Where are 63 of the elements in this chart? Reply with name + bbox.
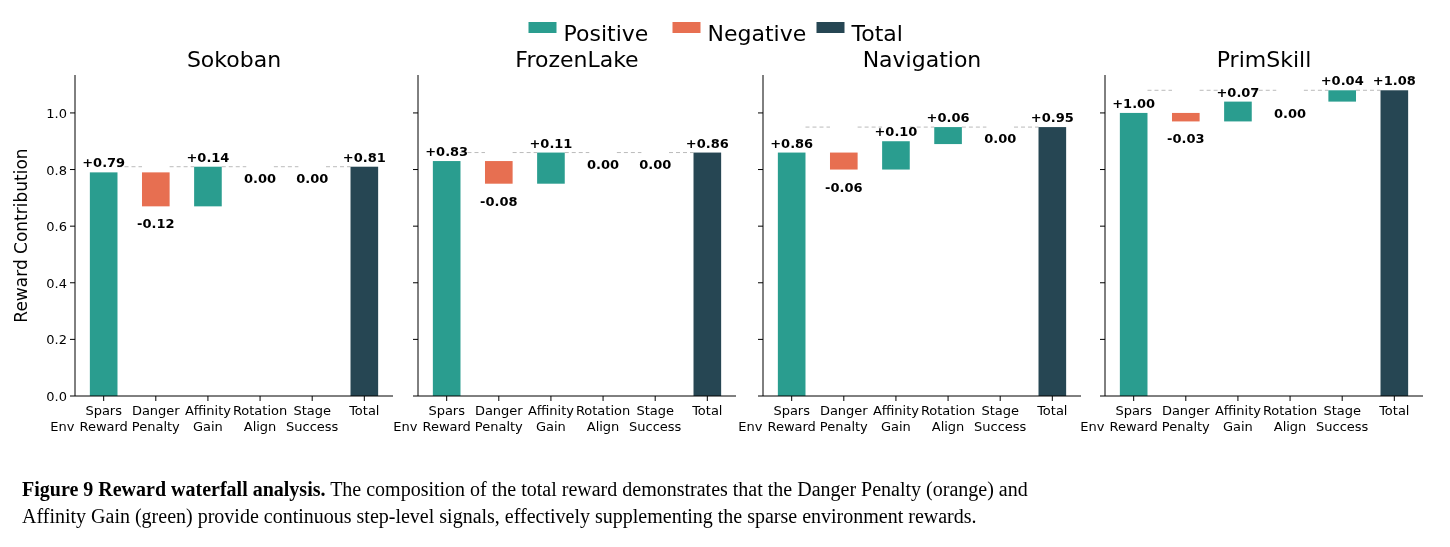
y-tick-label: 0.4 [46, 275, 67, 291]
data-label: -0.08 [480, 193, 518, 209]
x-tick-label: Affinity Gain [527, 403, 575, 434]
x-tick-label: Rotation Align [1262, 403, 1318, 434]
data-label: +0.95 [1030, 110, 1074, 126]
x-tick-label: Total [691, 403, 723, 418]
chart-title: FrozenLake [515, 47, 639, 72]
x-tick-label: Stage Success [629, 403, 682, 434]
x-tick-label: Stage Success [1316, 403, 1369, 434]
data-label: +0.04 [1320, 73, 1364, 89]
data-label: +1.00 [1112, 95, 1156, 111]
annotation: 0.00 [1274, 105, 1307, 121]
data-label: +0.86 [770, 135, 814, 151]
x-tick-label: Stage Success [974, 403, 1027, 434]
annotation: 0.00 [296, 170, 329, 186]
y-tick-label: 0.0 [46, 389, 67, 404]
data-label: +0.79 [82, 155, 126, 171]
y-tick-label: 0.6 [46, 219, 67, 235]
x-tick-label: Rotation Align [575, 403, 631, 434]
y-tick-label: 0.8 [46, 162, 67, 178]
annotation: 0.00 [984, 131, 1017, 147]
data-label: -0.12 [137, 216, 175, 232]
legend-label: Positive [563, 21, 649, 46]
data-label: +1.08 [1372, 73, 1416, 89]
x-tick-label: Rotation Align [232, 403, 288, 434]
data-label: +0.10 [874, 124, 918, 140]
data-label: +0.11 [529, 135, 573, 151]
annotation: 0.00 [244, 170, 277, 186]
y-tick-label: 0.2 [46, 332, 67, 348]
x-tick-label: Spars Env Reward [738, 403, 816, 434]
x-tick-label: Danger Penalty [1161, 403, 1211, 434]
x-tick-label: Affinity Gain [872, 403, 920, 434]
x-tick-label: Total [1378, 403, 1410, 418]
data-label: -0.03 [1167, 131, 1205, 147]
x-tick-label: Spars Env Reward [50, 403, 128, 434]
x-tick-label: Rotation Align [920, 403, 976, 434]
y-tick-label: 1.0 [46, 105, 67, 121]
data-label: +0.06 [926, 110, 970, 126]
caption: Figure 9 Reward waterfall analysis. The composition of the total reward demonstrates that the Danger Penalty (orange) and Affinity Gain (green) provide continuous step-level signals, effectively supplementing the sparse environment rewards. [22, 478, 1028, 528]
x-tick-label: Total [348, 403, 380, 418]
x-tick-label: Danger Penalty [474, 403, 524, 434]
x-tick-label: Spars Env Reward [393, 403, 471, 434]
data-label: +0.81 [342, 149, 386, 165]
chart-title: Navigation [862, 47, 982, 72]
data-label: -0.06 [825, 179, 863, 195]
chart-title: PrimSkill [1216, 47, 1312, 72]
chart-title: Sokoban [186, 47, 282, 72]
x-tick-label: Affinity Gain [1214, 403, 1262, 434]
x-tick-label: Stage Success [286, 403, 339, 434]
legend-label: Total [850, 21, 903, 46]
data-label: +0.83 [425, 144, 469, 160]
x-tick-label: Spars Env Reward [1080, 403, 1158, 434]
data-label: +0.07 [1216, 84, 1260, 100]
x-tick-label: Danger Penalty [131, 403, 181, 434]
x-tick-label: Danger Penalty [819, 403, 869, 434]
annotation: 0.00 [639, 156, 672, 172]
data-label: +0.14 [186, 149, 230, 165]
legend-label: Negative [707, 21, 807, 46]
x-tick-label: Affinity Gain [184, 403, 232, 434]
x-tick-label: Total [1036, 403, 1068, 418]
annotation: 0.00 [587, 156, 620, 172]
y-axis-title: Reward Contribution [11, 148, 31, 323]
data-label: +0.86 [685, 135, 729, 151]
